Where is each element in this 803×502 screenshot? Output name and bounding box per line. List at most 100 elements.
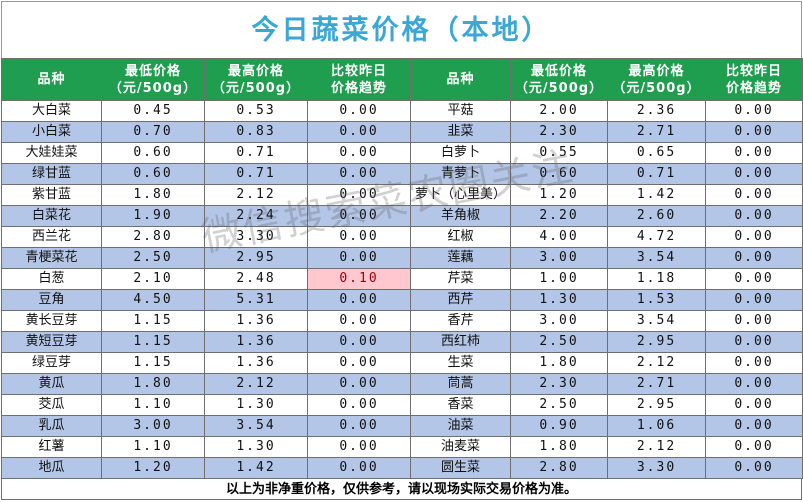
min-price: 1.15	[101, 352, 205, 374]
vegetable-name: 地瓜	[1, 457, 102, 479]
trend-value: 0.10	[307, 268, 411, 290]
max-price: 3.30	[204, 226, 308, 248]
trend-value: 0.00	[705, 205, 803, 227]
min-price: 1.90	[101, 205, 205, 227]
vegetable-name: 油麦菜	[410, 436, 511, 458]
trend-value: 0.00	[307, 142, 411, 164]
vegetable-name: 豆角	[1, 289, 102, 311]
min-price: 0.60	[101, 163, 205, 185]
trend-value: 0.00	[705, 163, 803, 185]
vegetable-name: 茼蒿	[410, 373, 511, 395]
table-row: 大娃娃菜 0.60 0.71 0.00 白萝卜 0.55 0.65 0.00	[1, 142, 803, 164]
header-min-price: 最低价格 （元/500g）	[510, 58, 608, 101]
trend-value: 0.00	[705, 436, 803, 458]
table-row: 白菜花 1.90 2.24 0.00 羊角椒 2.20 2.60 0.00	[1, 205, 803, 227]
min-price: 0.60	[510, 163, 608, 185]
vegetable-name: 萝卜（心里美）	[410, 184, 511, 206]
table-row: 绿甘蓝 0.60 0.71 0.00 青萝卜 0.60 0.71 0.00	[1, 163, 803, 185]
min-price: 2.80	[101, 226, 205, 248]
header-max-price: 最高价格 （元/500g）	[607, 58, 706, 101]
max-price: 1.36	[204, 331, 308, 353]
table-header-row: 品种 最低价格 （元/500g） 最高价格 （元/500g） 比较昨日 价格趋势 品种…	[1, 58, 803, 101]
vegetable-name: 绿甘蓝	[1, 163, 102, 185]
min-price: 1.20	[101, 457, 205, 479]
min-price: 3.00	[510, 310, 608, 332]
trend-value: 0.00	[705, 100, 803, 122]
trend-value: 0.00	[705, 226, 803, 248]
trend-value: 0.00	[705, 268, 803, 290]
table-row: 青梗菜花 2.50 2.95 0.00 莲藕 3.00 3.54 0.00	[1, 247, 803, 269]
vegetable-name: 绿豆芽	[1, 352, 102, 374]
max-price: 2.60	[607, 205, 706, 227]
header-name: 品种	[1, 58, 102, 101]
vegetable-name: 羊角椒	[410, 205, 511, 227]
vegetable-name: 乳瓜	[1, 415, 102, 437]
min-price: 1.15	[101, 310, 205, 332]
trend-value: 0.00	[307, 310, 411, 332]
trend-value: 0.00	[705, 121, 803, 143]
vegetable-name: 黄长豆芽	[1, 310, 102, 332]
max-price: 1.06	[607, 415, 706, 437]
trend-value: 0.00	[307, 184, 411, 206]
max-price: 2.95	[204, 247, 308, 269]
trend-value: 0.00	[705, 184, 803, 206]
vegetable-name: 小白菜	[1, 121, 102, 143]
price-table: 品种 最低价格 （元/500g） 最高价格 （元/500g） 比较昨日 价格趋势 品种…	[1, 58, 803, 479]
max-price: 1.42	[204, 457, 308, 479]
vegetable-name: 圆生菜	[410, 457, 511, 479]
vegetable-name: 紫甘蓝	[1, 184, 102, 206]
header-trend: 比较昨日 价格趋势	[705, 58, 803, 101]
max-price: 3.30	[607, 457, 706, 479]
vegetable-name: 大白菜	[1, 100, 102, 122]
table-row: 小白菜 0.70 0.83 0.00 韭菜 2.30 2.71 0.00	[1, 121, 803, 143]
table-row: 大白菜 0.45 0.53 0.00 平菇 2.00 2.36 0.00	[1, 100, 803, 122]
min-price: 2.00	[510, 100, 608, 122]
table-row: 黄短豆芽 1.15 1.36 0.00 西红柿 2.50 2.95 0.00	[1, 331, 803, 353]
min-price: 4.50	[101, 289, 205, 311]
max-price: 2.12	[204, 184, 308, 206]
table-row: 茭瓜 1.10 1.30 0.00 香菜 2.50 2.95 0.00	[1, 394, 803, 416]
vegetable-name: 大娃娃菜	[1, 142, 102, 164]
vegetable-name: 红椒	[410, 226, 511, 248]
min-price: 3.00	[510, 247, 608, 269]
sheet-title: 今日蔬菜价格（本地）	[1, 1, 802, 58]
vegetable-name: 红薯	[1, 436, 102, 458]
max-price: 2.95	[607, 331, 706, 353]
min-price: 1.10	[101, 436, 205, 458]
max-price: 1.36	[204, 310, 308, 332]
trend-value: 0.00	[307, 163, 411, 185]
table-row: 绿豆芽 1.15 1.36 0.00 生菜 1.80 2.12 0.00	[1, 352, 803, 374]
vegetable-name: 平菇	[410, 100, 511, 122]
vegetable-name: 青梗菜花	[1, 247, 102, 269]
trend-value: 0.00	[705, 142, 803, 164]
vegetable-name: 韭菜	[410, 121, 511, 143]
table-body: 大白菜 0.45 0.53 0.00 平菇 2.00 2.36 0.00 小白菜 0.70 0.83…	[1, 100, 803, 479]
max-price: 5.31	[204, 289, 308, 311]
max-price: 2.48	[204, 268, 308, 290]
header-trend: 比较昨日 价格趋势	[307, 58, 411, 101]
trend-value: 0.00	[705, 415, 803, 437]
max-price: 0.71	[607, 163, 706, 185]
vegetable-name: 青萝卜	[410, 163, 511, 185]
min-price: 1.80	[510, 436, 608, 458]
table-row: 西兰花 2.80 3.30 0.00 红椒 4.00 4.72 0.00	[1, 226, 803, 248]
trend-value: 0.00	[307, 121, 411, 143]
min-price: 2.50	[510, 394, 608, 416]
max-price: 1.30	[204, 436, 308, 458]
trend-value: 0.00	[307, 352, 411, 374]
max-price: 1.18	[607, 268, 706, 290]
max-price: 2.12	[607, 352, 706, 374]
min-price: 2.50	[510, 331, 608, 353]
header-min-price: 最低价格 （元/500g）	[101, 58, 205, 101]
max-price: 0.65	[607, 142, 706, 164]
max-price: 2.71	[607, 121, 706, 143]
table-row: 豆角 4.50 5.31 0.00 西芹 1.30 1.53 0.00	[1, 289, 803, 311]
max-price: 2.24	[204, 205, 308, 227]
max-price: 3.54	[607, 247, 706, 269]
min-price: 2.10	[101, 268, 205, 290]
trend-value: 0.00	[705, 457, 803, 479]
min-price: 1.80	[510, 352, 608, 374]
min-price: 0.70	[101, 121, 205, 143]
trend-value: 0.00	[307, 289, 411, 311]
vegetable-name: 西红柿	[410, 331, 511, 353]
